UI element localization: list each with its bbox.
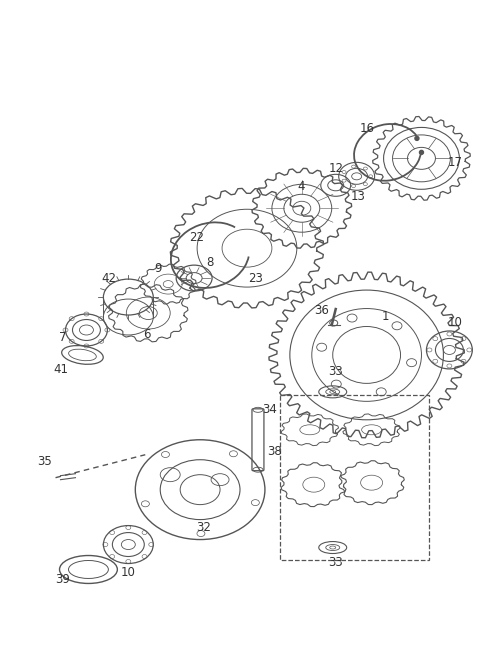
Circle shape bbox=[420, 150, 423, 154]
Text: 38: 38 bbox=[267, 445, 282, 458]
Text: 35: 35 bbox=[37, 455, 52, 468]
Text: 1: 1 bbox=[382, 310, 389, 323]
Bar bbox=[280, 395, 430, 560]
Text: 9: 9 bbox=[155, 262, 162, 275]
Text: 10: 10 bbox=[121, 566, 136, 579]
Text: 22: 22 bbox=[189, 231, 204, 244]
Text: 13: 13 bbox=[350, 190, 365, 203]
Text: 33: 33 bbox=[328, 556, 343, 569]
Text: 16: 16 bbox=[360, 122, 375, 135]
Circle shape bbox=[415, 136, 419, 140]
Text: 33: 33 bbox=[328, 366, 343, 378]
Text: 10: 10 bbox=[448, 315, 463, 328]
Text: 7: 7 bbox=[59, 332, 66, 345]
Text: 32: 32 bbox=[197, 521, 212, 534]
Text: 6: 6 bbox=[144, 328, 151, 342]
Text: 34: 34 bbox=[263, 404, 277, 417]
Text: 42: 42 bbox=[101, 272, 116, 285]
Text: 12: 12 bbox=[328, 162, 343, 175]
Text: 8: 8 bbox=[206, 255, 214, 268]
Text: 17: 17 bbox=[448, 156, 463, 169]
Text: 39: 39 bbox=[55, 573, 70, 586]
Text: 41: 41 bbox=[53, 364, 68, 376]
Text: 23: 23 bbox=[249, 272, 264, 285]
Text: 36: 36 bbox=[314, 304, 329, 317]
Text: 4: 4 bbox=[297, 180, 305, 193]
